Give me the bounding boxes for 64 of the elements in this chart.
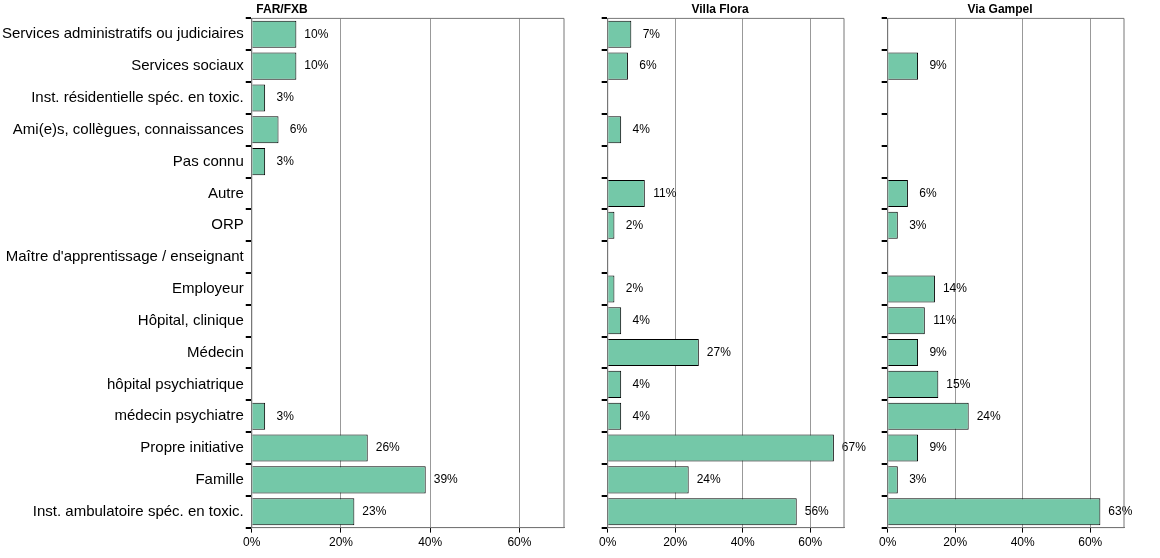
y-tick-label: Ami(e)s, collègues, connaissances <box>12 119 244 137</box>
x-tick-label: 20% <box>663 535 688 550</box>
y-tick-label: Inst. ambulatoire spéc. en toxic. <box>32 501 244 519</box>
y-tick-label: hôpital psychiatrique <box>106 374 244 392</box>
chart-title: Villa Flora <box>691 1 749 16</box>
y-tick-label: Services administratifs ou judiciaires <box>1 24 244 42</box>
y-tick-label: Maître d'apprentissage / enseignant <box>5 247 245 265</box>
y-tick-label: Inst. résidentielle spéc. en toxic. <box>31 88 244 106</box>
y-tick-label: Médecin <box>187 342 244 360</box>
data-label: 11% <box>653 185 677 200</box>
data-label: 39% <box>433 472 459 487</box>
data-label: 15% <box>946 376 971 391</box>
data-label: 27% <box>706 344 732 359</box>
x-tick-label: 60% <box>798 535 823 550</box>
data-label: 67% <box>841 440 867 455</box>
x-tick-label: 0% <box>243 535 261 550</box>
y-tick-label: Hôpital, clinique <box>137 310 244 328</box>
y-tick-label: Propre initiative <box>140 438 244 456</box>
data-label: 56% <box>804 504 830 518</box>
y-tick-label: Famille <box>195 470 244 487</box>
data-label: 4% <box>632 313 651 328</box>
data-label: 4% <box>632 408 651 423</box>
data-label: 6% <box>919 185 937 200</box>
data-label: 26% <box>375 440 401 455</box>
data-label: 3% <box>909 217 927 232</box>
y-tick-label: Autre <box>207 183 244 201</box>
x-tick-label: 20% <box>328 535 354 550</box>
chart-title: FAR/FXB <box>256 1 308 16</box>
y-tick-label: ORP <box>211 215 244 233</box>
data-label: 2% <box>625 281 644 296</box>
data-label: 14% <box>942 281 968 296</box>
data-label: 3% <box>276 153 295 168</box>
data-label: 9% <box>929 58 948 73</box>
data-label: 9% <box>929 440 948 455</box>
y-tick-label: Services sociaux <box>131 56 245 74</box>
chart-title: Via Gampel <box>967 1 1033 16</box>
x-tick-label: 40% <box>730 535 756 550</box>
data-label: 3% <box>276 408 295 423</box>
x-tick-label: 60% <box>1078 535 1103 550</box>
x-tick-label: 0% <box>599 535 617 550</box>
data-label: 3% <box>909 472 927 487</box>
x-tick-label: 0% <box>879 535 897 550</box>
data-label: 9% <box>929 344 948 359</box>
data-label: 4% <box>632 122 651 137</box>
data-label: 6% <box>289 122 308 137</box>
x-tick-label: 60% <box>507 535 532 550</box>
data-label: 3% <box>276 90 295 105</box>
data-label: 63% <box>1108 504 1133 518</box>
data-label: 10% <box>304 58 329 73</box>
data-label: 24% <box>696 472 722 487</box>
y-tick-label: Pas connu <box>172 151 244 169</box>
x-tick-label: 40% <box>418 535 443 550</box>
x-tick-label: 20% <box>943 535 968 550</box>
data-label: 11% <box>933 313 957 328</box>
x-tick-label: 40% <box>1010 535 1036 550</box>
y-tick-label: Employeur <box>172 279 244 297</box>
data-label: 2% <box>625 217 644 232</box>
data-label: 23% <box>362 504 387 518</box>
data-label: 7% <box>642 26 661 41</box>
data-label: 4% <box>632 376 651 391</box>
y-tick-label: médecin psychiatre <box>114 406 244 424</box>
data-label: 6% <box>639 58 657 73</box>
data-label: 24% <box>976 408 1002 423</box>
data-label: 10% <box>304 26 329 41</box>
